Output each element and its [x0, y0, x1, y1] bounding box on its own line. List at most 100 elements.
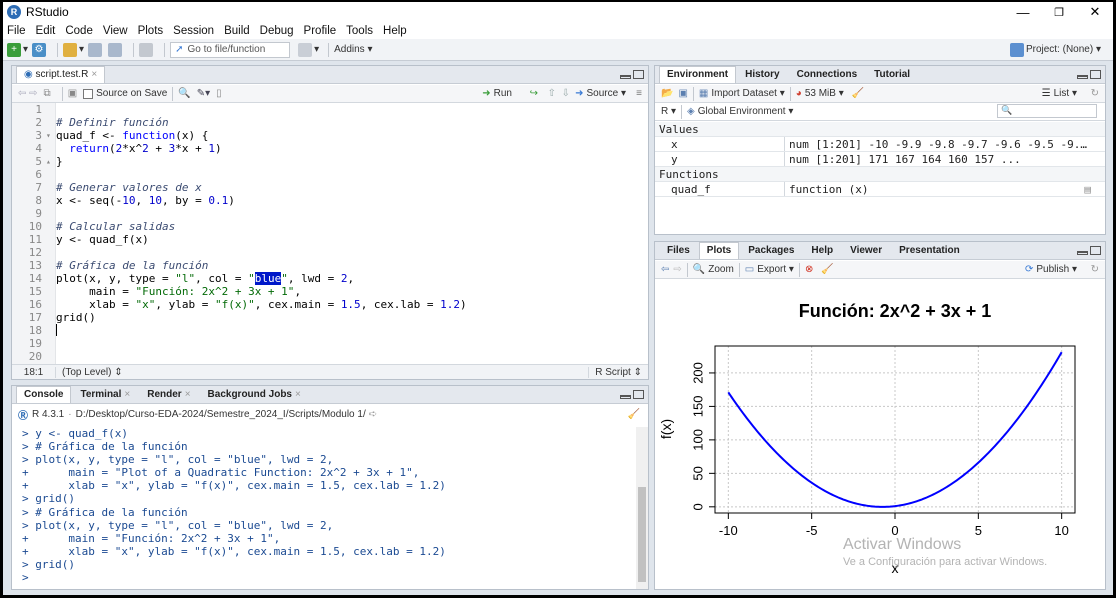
close-jobs-icon[interactable]: × [295, 389, 301, 400]
menu-session[interactable]: Session [173, 24, 215, 37]
next-plot-icon[interactable]: ⇨ [673, 264, 682, 275]
tab-render[interactable]: Render × [139, 386, 198, 403]
search-icon[interactable]: 🔍 [178, 88, 191, 99]
refresh-plot-icon[interactable]: ↻ [1090, 264, 1099, 275]
save-workspace-icon[interactable]: ▣ [678, 88, 688, 99]
menu-file[interactable]: File [7, 24, 26, 37]
save-all-button[interactable] [108, 42, 124, 57]
memory-usage[interactable]: ◕ 53 MiB ▾ [795, 88, 844, 99]
tab-environment[interactable]: Environment [659, 66, 737, 83]
workspace-panes-button[interactable]: ▾ [298, 42, 319, 57]
prev-plot-icon[interactable]: ⇦ [661, 264, 670, 275]
zoom-button[interactable]: 🔍 Zoom [693, 264, 734, 275]
view-function-icon[interactable]: ▤ [1084, 183, 1091, 196]
tab-tutorial[interactable]: Tutorial [874, 69, 911, 80]
remove-plot-icon[interactable]: ⊗ [804, 264, 814, 275]
clear-console-icon[interactable]: 🧹 [627, 408, 640, 420]
close-render-icon[interactable]: × [184, 389, 191, 400]
env-search-input[interactable]: 🔍 [997, 104, 1097, 118]
goto-dir-icon[interactable]: ➪ [368, 408, 378, 420]
close-button[interactable]: ✕ [1089, 4, 1101, 19]
minimize-pane-icon[interactable] [1077, 75, 1088, 79]
show-in-window-icon[interactable]: ⧉ [43, 88, 51, 99]
import-dataset-button[interactable]: ▦ Import Dataset ▾ [698, 88, 785, 99]
back-arrow-icon[interactable]: ⇦ ⇨ [18, 88, 38, 99]
export-button[interactable]: ▭ Export ▾ [744, 264, 794, 275]
maximize-pane-icon[interactable] [633, 390, 644, 399]
save-button[interactable] [88, 42, 104, 57]
console-output[interactable]: > y <- quad_f(x) > # Gráfica de la funci… [12, 427, 648, 584]
checkbox-box[interactable] [83, 88, 94, 99]
tab-console[interactable]: Console [16, 386, 72, 403]
tab-packages[interactable]: Packages [748, 245, 795, 256]
menu-plots[interactable]: Plots [137, 24, 164, 37]
tab-viewer[interactable]: Viewer [850, 245, 883, 256]
menu-build[interactable]: Build [224, 24, 250, 37]
plots-pane-controls[interactable] [1075, 246, 1101, 255]
broom-icon[interactable]: 🧹 [851, 88, 865, 99]
project-menu[interactable]: Project: (None) ▾ [1009, 42, 1101, 57]
file-type-selector[interactable]: R Script ⇕ [588, 366, 642, 378]
menu-edit[interactable]: Edit [35, 24, 56, 37]
menu-view[interactable]: View [102, 24, 128, 37]
minimize-pane-icon[interactable] [620, 75, 631, 79]
print-button[interactable] [139, 42, 155, 57]
fold-icon[interactable]: ▴ [46, 157, 51, 166]
new-file-button[interactable]: + ▾ [7, 42, 28, 57]
close-tab-icon[interactable]: × [91, 69, 98, 80]
publish-button[interactable]: ⟳ Publish ▾ [1024, 264, 1077, 275]
save-script-icon[interactable]: ▣ [67, 88, 78, 99]
scope-selector[interactable]: (Top Level) ⇕ [62, 366, 123, 378]
tab-presentation[interactable]: Presentation [899, 245, 960, 256]
maximize-pane-icon[interactable] [1090, 246, 1101, 255]
menu-profile[interactable]: Profile [303, 24, 337, 37]
tab-history[interactable]: History [745, 69, 780, 80]
goto-file-input[interactable]: ➚ Go to file/function [170, 41, 291, 58]
working-directory[interactable]: D:/Desktop/Curso-EDA-2024/Semestre_2024_… [75, 408, 366, 420]
up-arrow-icon[interactable]: ⇧ [547, 88, 556, 99]
source-on-save-checkbox[interactable]: Source on Save [83, 88, 167, 99]
outline-icon[interactable]: ≡ [636, 88, 642, 99]
addins-button[interactable]: Addins ▾ [334, 44, 373, 55]
tab-connections[interactable]: Connections [796, 69, 858, 80]
console-pane-controls[interactable] [618, 390, 644, 399]
scrollbar-thumb[interactable] [638, 487, 646, 582]
maximize-pane-icon[interactable] [633, 70, 644, 79]
refresh-icon[interactable]: ↻ [1090, 88, 1099, 99]
compile-report-icon[interactable]: ▯ [216, 88, 222, 99]
fold-icon[interactable]: ▾ [46, 131, 51, 140]
clear-plots-icon[interactable]: 🧹 [821, 264, 834, 275]
env-row[interactable]: y num [1:201] 171 167 164 160 157 ... [655, 152, 1105, 167]
new-project-button[interactable]: ⚙ [32, 42, 48, 57]
source-pane-controls[interactable] [618, 70, 644, 79]
environment-selector[interactable]: ◈ Global Environment ▾ [687, 106, 794, 117]
console-scrollbar[interactable] [636, 427, 648, 589]
tab-script-test[interactable]: ◉ script.test.R × [16, 66, 106, 83]
env-row[interactable]: x num [1:201] -10 -9.9 -9.8 -9.7 -9.6 -9.… [655, 137, 1105, 152]
list-view-button[interactable]: ☰ List ▾ [1041, 88, 1077, 99]
env-pane-controls[interactable] [1075, 70, 1101, 79]
close-terminal-icon[interactable]: × [124, 389, 131, 400]
tab-files[interactable]: Files [667, 245, 690, 256]
code-editor[interactable]: 1 2 # Definir función 3 ▾ quad_f <- functio… [12, 103, 648, 364]
menu-tools[interactable]: Tools [346, 24, 374, 37]
menu-code[interactable]: Code [65, 24, 93, 37]
tab-plots[interactable]: Plots [698, 242, 740, 259]
tab-background-jobs[interactable]: Background Jobs × [200, 386, 309, 403]
env-row[interactable]: quad_f function (x) ▤ [655, 182, 1105, 197]
menu-debug[interactable]: Debug [259, 24, 294, 37]
tab-help[interactable]: Help [811, 245, 834, 256]
menu-help[interactable]: Help [383, 24, 407, 37]
maximize-pane-icon[interactable] [1090, 70, 1101, 79]
minimize-pane-icon[interactable] [620, 395, 631, 399]
maximize-button[interactable]: ❐ [1054, 6, 1064, 19]
minimize-pane-icon[interactable] [1077, 251, 1088, 255]
tab-terminal[interactable]: Terminal × [72, 386, 138, 403]
console-prompt[interactable]: > [22, 571, 36, 585]
down-arrow-icon[interactable]: ⇩ [561, 88, 570, 99]
open-file-button[interactable]: ▾ [63, 42, 84, 57]
rerun-icon[interactable]: ↪ [529, 88, 538, 99]
load-workspace-icon[interactable]: 📂 [661, 88, 674, 99]
language-selector[interactable]: R ▾ [661, 106, 677, 117]
minimize-button[interactable]: — [1016, 4, 1030, 20]
